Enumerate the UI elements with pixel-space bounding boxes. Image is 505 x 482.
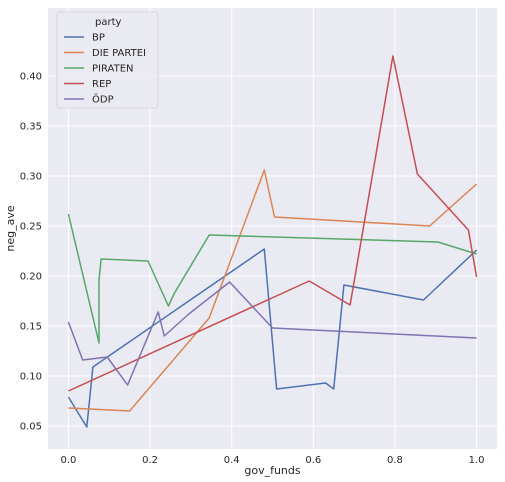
y-axis-label: neg_ave [4, 205, 17, 251]
legend: party BP DIE PARTEI PIRATEN REP ÖDP [57, 12, 158, 108]
x-tick-label: 1.0 [469, 455, 485, 466]
x-tick-label: 0.2 [142, 455, 158, 466]
y-tick-labels: 0.05 0.10 0.15 0.20 0.25 0.30 0.35 0.40 [20, 72, 42, 433]
x-tick-label: 0.4 [224, 455, 240, 466]
x-tick-label: 0.0 [60, 455, 76, 466]
legend-label: ÖDP [92, 93, 114, 106]
legend-label: PIRATEN [92, 64, 134, 75]
y-tick-label: 0.40 [20, 72, 42, 83]
y-tick-label: 0.20 [20, 272, 42, 283]
legend-label: DIE PARTEI [92, 48, 146, 59]
y-tick-label: 0.15 [20, 322, 42, 333]
y-tick-label: 0.25 [20, 222, 42, 233]
y-tick-label: 0.30 [20, 172, 42, 183]
y-tick-label: 0.10 [20, 372, 42, 383]
legend-title: party [95, 17, 122, 28]
y-tick-label: 0.05 [20, 422, 42, 433]
y-tick-label: 0.35 [20, 122, 42, 133]
legend-label: REP [92, 79, 111, 90]
x-tick-label: 0.8 [387, 455, 403, 466]
x-tick-label: 0.6 [305, 455, 321, 466]
legend-label: BP [92, 33, 105, 44]
x-axis-label: gov_funds [244, 464, 301, 477]
